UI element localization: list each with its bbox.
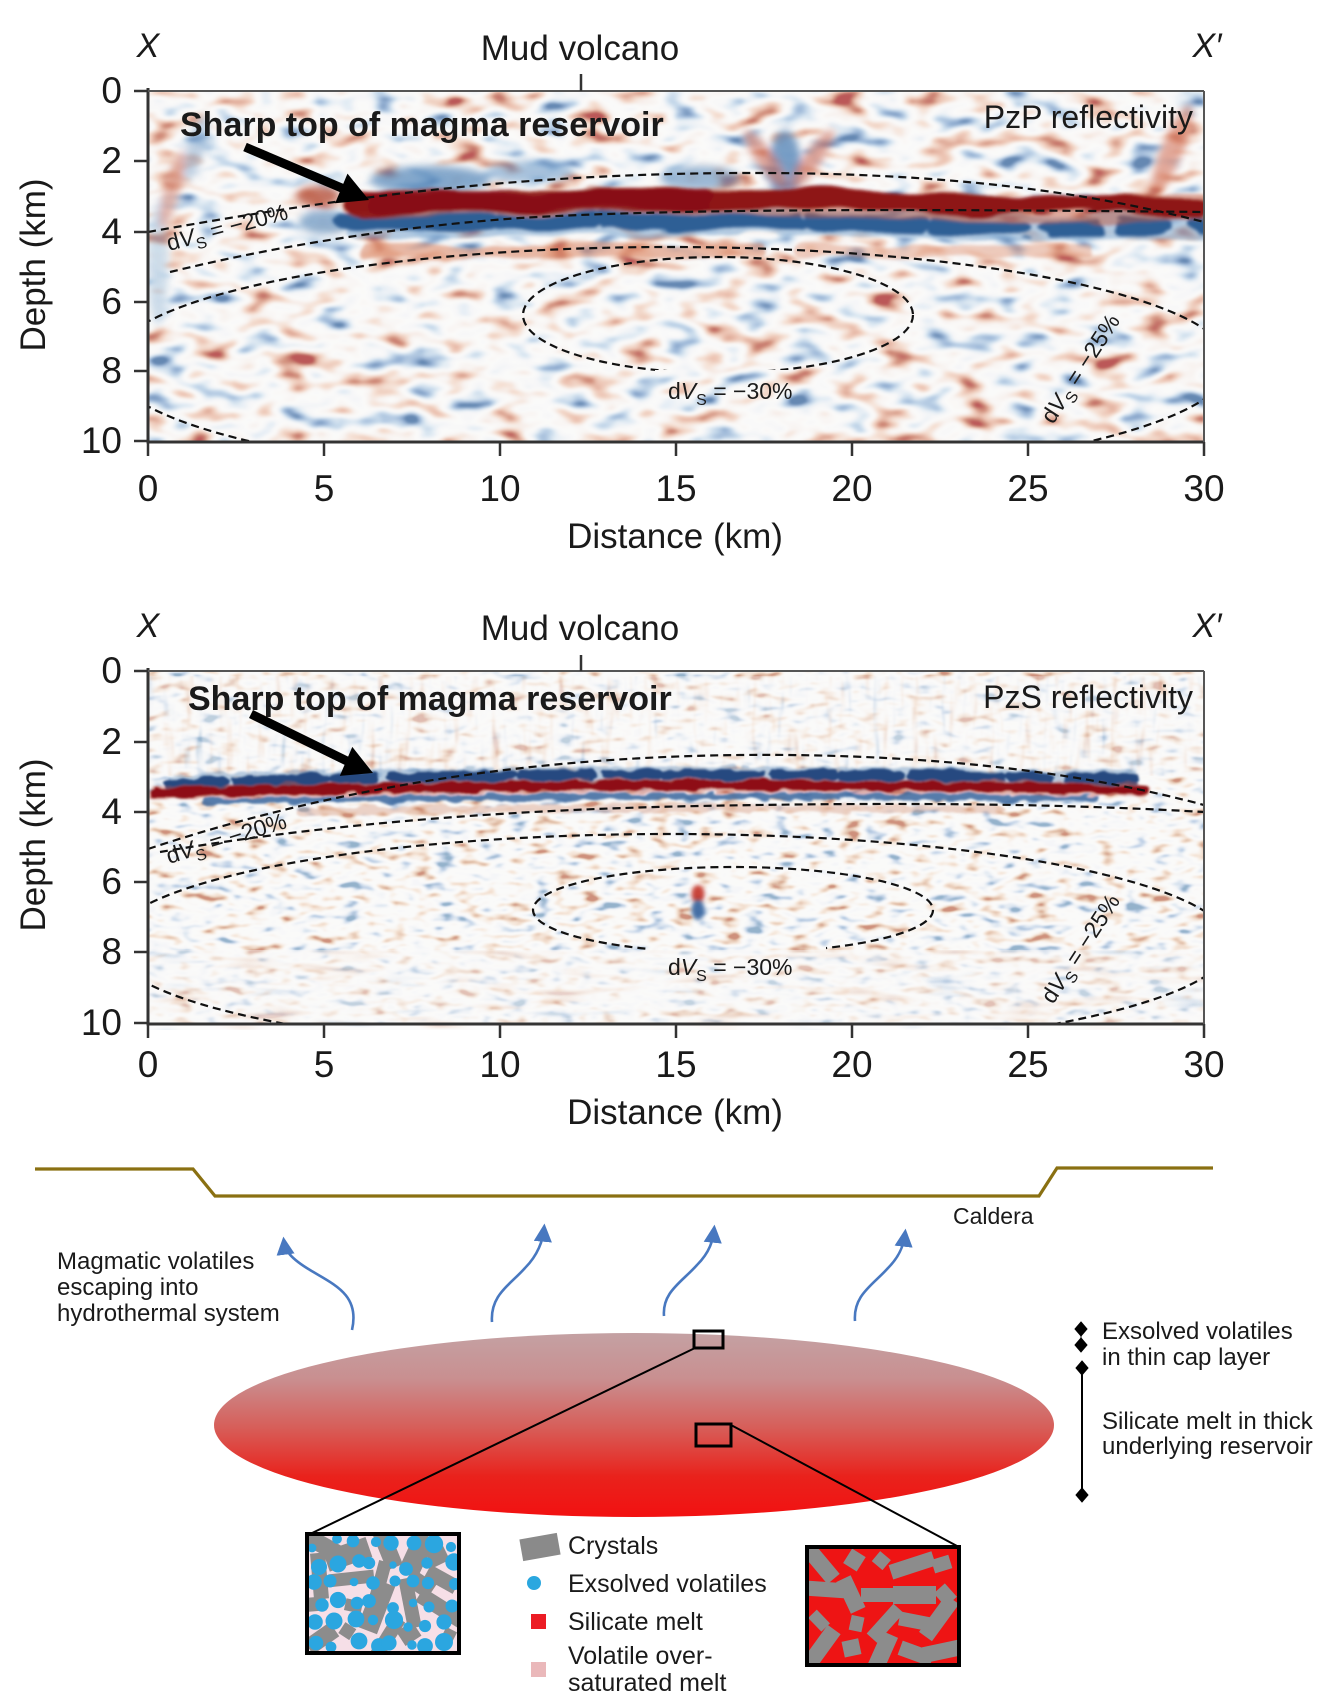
svg-text:25: 25: [1007, 1044, 1048, 1085]
svg-text:0: 0: [138, 468, 159, 509]
svg-text:2: 2: [101, 721, 122, 762]
svg-text:Depth (km): Depth (km): [14, 758, 53, 931]
svg-text:X: X: [136, 27, 161, 65]
svg-text:X′: X′: [1191, 607, 1223, 645]
svg-text:Exsolved volatiles: Exsolved volatiles: [1102, 1318, 1293, 1345]
svg-text:Mud volcano: Mud volcano: [481, 609, 679, 648]
svg-text:0: 0: [101, 650, 122, 691]
svg-text:Silicate melt in thick: Silicate melt in thick: [1102, 1408, 1314, 1435]
svg-text:30: 30: [1183, 1044, 1224, 1085]
svg-text:PzS reflectivity: PzS reflectivity: [983, 679, 1193, 715]
svg-text:15: 15: [655, 1044, 696, 1085]
svg-text:8: 8: [101, 350, 122, 391]
svg-text:Mud volcano: Mud volcano: [481, 29, 679, 68]
svg-text:Distance (km): Distance (km): [567, 1093, 783, 1132]
svg-text:Caldera: Caldera: [953, 1203, 1034, 1229]
svg-text:0: 0: [101, 70, 122, 111]
svg-text:escaping into: escaping into: [57, 1274, 198, 1301]
svg-text:X′: X′: [1191, 27, 1223, 65]
svg-text:dVS = −30%: dVS = −30%: [668, 954, 793, 985]
svg-text:Depth (km): Depth (km): [14, 178, 53, 351]
svg-text:PzP reflectivity: PzP reflectivity: [984, 99, 1193, 135]
svg-text:4: 4: [101, 211, 122, 252]
svg-text:4: 4: [101, 791, 122, 832]
svg-text:10: 10: [479, 468, 520, 509]
svg-text:Crystals: Crystals: [568, 1532, 658, 1560]
svg-text:dVS = −30%: dVS = −30%: [668, 378, 793, 409]
svg-text:0: 0: [138, 1044, 159, 1085]
svg-text:20: 20: [831, 1044, 872, 1085]
svg-text:underlying reservoir: underlying reservoir: [1102, 1433, 1313, 1460]
svg-text:20: 20: [831, 468, 872, 509]
svg-text:6: 6: [101, 281, 122, 322]
svg-text:Silicate melt: Silicate melt: [568, 1608, 703, 1636]
svg-text:saturated melt: saturated melt: [568, 1669, 726, 1697]
svg-text:Exsolved volatiles: Exsolved volatiles: [568, 1570, 767, 1598]
svg-text:X: X: [136, 607, 161, 645]
svg-text:5: 5: [314, 1044, 335, 1085]
svg-text:Distance (km): Distance (km): [567, 517, 783, 556]
svg-text:10: 10: [479, 1044, 520, 1085]
svg-text:6: 6: [101, 861, 122, 902]
svg-text:Sharp top of magma reservoir: Sharp top of magma reservoir: [188, 680, 672, 718]
svg-text:5: 5: [314, 468, 335, 509]
svg-text:Volatile over-: Volatile over-: [568, 1642, 713, 1670]
svg-text:30: 30: [1183, 468, 1224, 509]
svg-text:Magmatic volatiles: Magmatic volatiles: [57, 1248, 254, 1275]
svg-text:10: 10: [81, 1002, 122, 1043]
svg-text:Sharp top of magma reservoir: Sharp top of magma reservoir: [180, 106, 664, 144]
svg-text:in thin cap layer: in thin cap layer: [1102, 1344, 1270, 1371]
svg-text:15: 15: [655, 468, 696, 509]
svg-text:8: 8: [101, 931, 122, 972]
svg-text:2: 2: [101, 140, 122, 181]
svg-text:25: 25: [1007, 468, 1048, 509]
svg-text:10: 10: [81, 420, 122, 461]
svg-text:hydrothermal system: hydrothermal system: [57, 1300, 280, 1327]
